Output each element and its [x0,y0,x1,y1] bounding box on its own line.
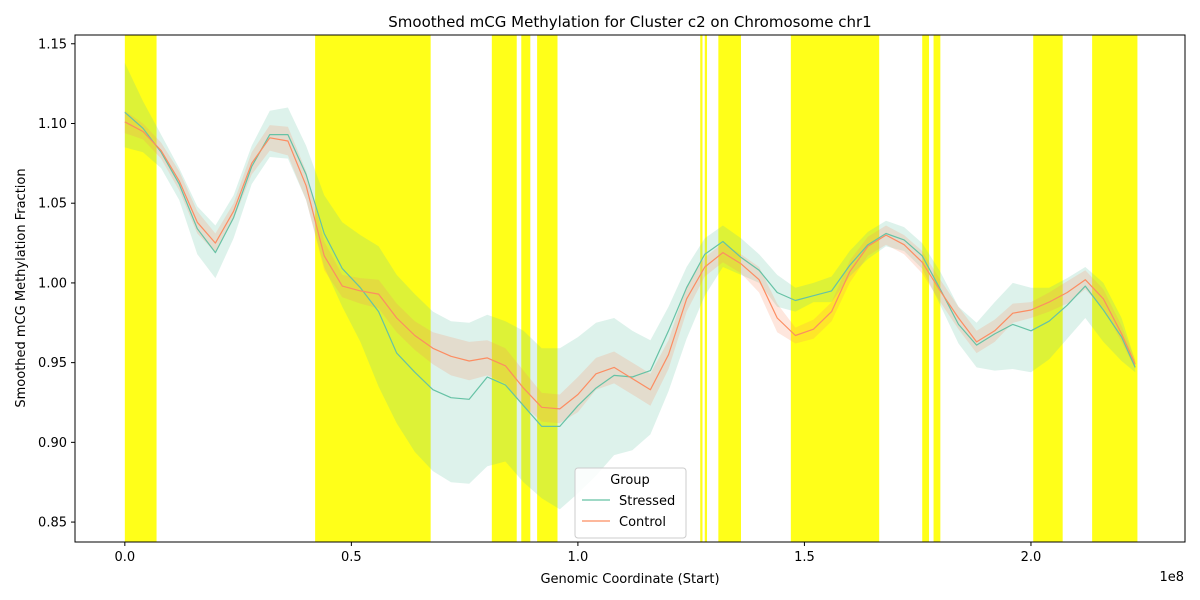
highlight-regions [124,35,1138,542]
y-axis-ticks: 0.85 0.90 0.95 1.00 1.05 1.10 1.15 [38,37,75,531]
highlight-region-1 [315,35,431,542]
highlight-region-3 [521,35,531,542]
y-tick-label: 0.85 [38,516,67,531]
highlight-region-10 [933,35,941,542]
x-tick-label: 0.5 [341,550,362,565]
band-stressed [124,62,1136,510]
x-tick-label: 0.0 [114,550,135,565]
highlight-region-5 [700,35,703,542]
legend-label-control: Control [619,515,666,530]
highlight-region-12 [1092,35,1138,542]
x-axis-label: Genomic Coordinate (Start) [540,572,719,587]
line-stressed [124,111,1136,427]
highlight-region-11 [1033,35,1063,542]
y-axis-label: Smoothed mCG Methylation Fraction [14,168,29,407]
legend: Group Stressed Control [574,467,687,539]
y-tick-label: 0.95 [38,356,67,371]
highlight-region-7 [718,35,741,542]
band-control [124,110,1136,424]
highlight-region-6 [704,35,708,542]
y-tick-label: 1.00 [38,276,67,291]
plot-frame [74,34,1186,543]
y-tick-label: 0.90 [38,436,67,451]
legend-title: Group [610,473,650,488]
x-tick-label: 1.5 [794,550,815,565]
highlight-region-8 [790,35,880,542]
legend-label-stressed: Stressed [619,494,675,509]
x-tick-label: 1.0 [568,550,589,565]
y-tick-label: 1.10 [38,117,67,132]
highlight-region-4 [537,35,558,542]
x-axis-offset-label: 1e8 [1159,570,1184,585]
confidence-bands [124,62,1136,510]
chart-title: Smoothed mCG Methylation for Cluster c2 … [388,13,871,31]
highlight-region-2 [491,35,517,542]
highlight-region-9 [922,35,930,542]
series-lines [124,111,1136,427]
x-axis-ticks: 0.0 0.5 1.0 1.5 2.0 [114,542,1041,565]
x-tick-label: 2.0 [1021,550,1042,565]
line-control [124,121,1136,410]
y-tick-label: 1.15 [38,37,67,52]
highlight-region-0 [124,35,157,542]
y-tick-label: 1.05 [38,197,67,212]
